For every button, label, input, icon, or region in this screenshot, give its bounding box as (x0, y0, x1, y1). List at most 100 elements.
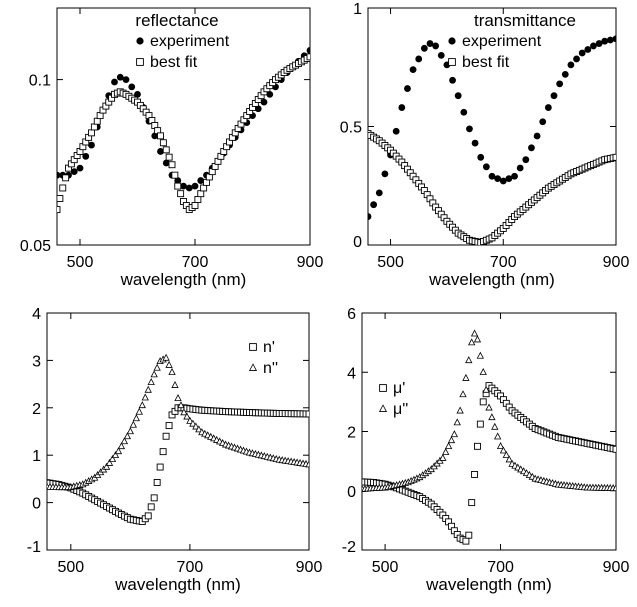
series-experiment (368, 35, 616, 220)
data-point (88, 141, 95, 149)
data-point (135, 407, 143, 415)
data-point (444, 442, 453, 449)
data-point (168, 367, 176, 375)
transmittance-panel: 500 700 900 0 0.5 1 wavelength (nm) transmittan… (340, 1, 630, 289)
data-point (470, 329, 479, 337)
data-point (174, 182, 182, 190)
data-point (578, 49, 586, 57)
data-point (468, 338, 476, 346)
x-tick-label: 500 (57, 559, 84, 576)
data-point (453, 418, 461, 426)
data-point (595, 40, 603, 47)
data-point (129, 420, 138, 428)
series-best-fit (57, 53, 310, 214)
data-point (465, 356, 473, 364)
legend-marker (249, 343, 257, 351)
data-point (449, 76, 456, 84)
data-point (584, 46, 592, 53)
data-point (153, 363, 161, 371)
data-point (491, 422, 499, 430)
data-point (165, 360, 173, 368)
data-point (544, 104, 552, 111)
data-point (186, 416, 194, 424)
reflectance-panel: 500 700 900 0.05 0.1 wavelength (nm) reflectan… (20, 7, 323, 289)
data-point (147, 378, 155, 386)
data-point (468, 499, 476, 507)
x-tick-label: 500 (377, 254, 404, 271)
legend-marker (378, 404, 388, 412)
data-point (120, 437, 129, 445)
data-point (122, 76, 130, 84)
data-point (561, 70, 569, 78)
legend-label: n'' (263, 360, 278, 377)
data-point (114, 447, 123, 455)
data-point (612, 35, 616, 43)
data-point (177, 401, 185, 409)
data-point (460, 108, 468, 116)
data-point (375, 189, 383, 197)
data-point (466, 125, 473, 133)
data-point (465, 531, 473, 539)
data-point (612, 153, 616, 161)
y-tick-label: 0 (347, 484, 356, 501)
data-point (426, 40, 434, 47)
data-point (266, 90, 274, 98)
data-point (533, 132, 541, 140)
data-point (102, 462, 111, 470)
data-point (567, 61, 575, 69)
data-point (105, 458, 114, 466)
x-axis-label: wavelength (nm) (120, 270, 247, 289)
data-point (442, 447, 450, 455)
x-tick-label: 900 (296, 559, 323, 576)
data-point (174, 177, 182, 184)
data-point (165, 153, 173, 161)
data-point (573, 55, 580, 63)
series-n-prime (47, 404, 309, 526)
legend-label: experiment (462, 33, 542, 50)
data-point (392, 127, 400, 135)
data-point (180, 408, 188, 416)
data-point (260, 98, 268, 106)
y-tick-label: 1 (32, 448, 41, 465)
data-point (159, 139, 167, 147)
x-tick-label: 700 (490, 254, 517, 271)
plot-frame (56, 7, 311, 246)
data-point (479, 367, 487, 375)
data-point (528, 144, 535, 152)
x-tick-label: 900 (603, 559, 630, 576)
legend-label: best fit (150, 54, 198, 71)
data-point (126, 427, 135, 435)
data-point (132, 414, 140, 422)
data-point (197, 177, 205, 184)
legend-marker (448, 37, 456, 45)
data-point (612, 445, 616, 453)
data-point (159, 448, 167, 456)
data-point (165, 422, 173, 430)
y-tick-label: 0.5 (340, 120, 362, 137)
x-tick-label: 700 (487, 559, 514, 576)
data-point (482, 163, 490, 171)
y-tick-label: 1 (353, 1, 362, 18)
data-point (454, 92, 462, 100)
data-point (381, 170, 389, 178)
x-tick-label: 700 (182, 254, 209, 271)
plot-frame (46, 312, 310, 551)
data-point (70, 168, 78, 176)
data-point (462, 537, 470, 545)
panel-title: transmittance (474, 11, 576, 30)
data-point (76, 164, 84, 172)
y-tick-label: 0 (353, 234, 362, 251)
data-point (439, 453, 447, 461)
data-point (157, 148, 164, 155)
data-point (111, 78, 118, 86)
data-point (482, 385, 490, 393)
data-point (476, 351, 485, 359)
data-point (415, 55, 423, 63)
data-point (462, 373, 470, 381)
data-point (409, 66, 417, 74)
data-point (505, 455, 513, 463)
data-point (437, 52, 445, 59)
x-tick-label: 900 (603, 254, 630, 271)
legend-label: n' (263, 339, 275, 356)
